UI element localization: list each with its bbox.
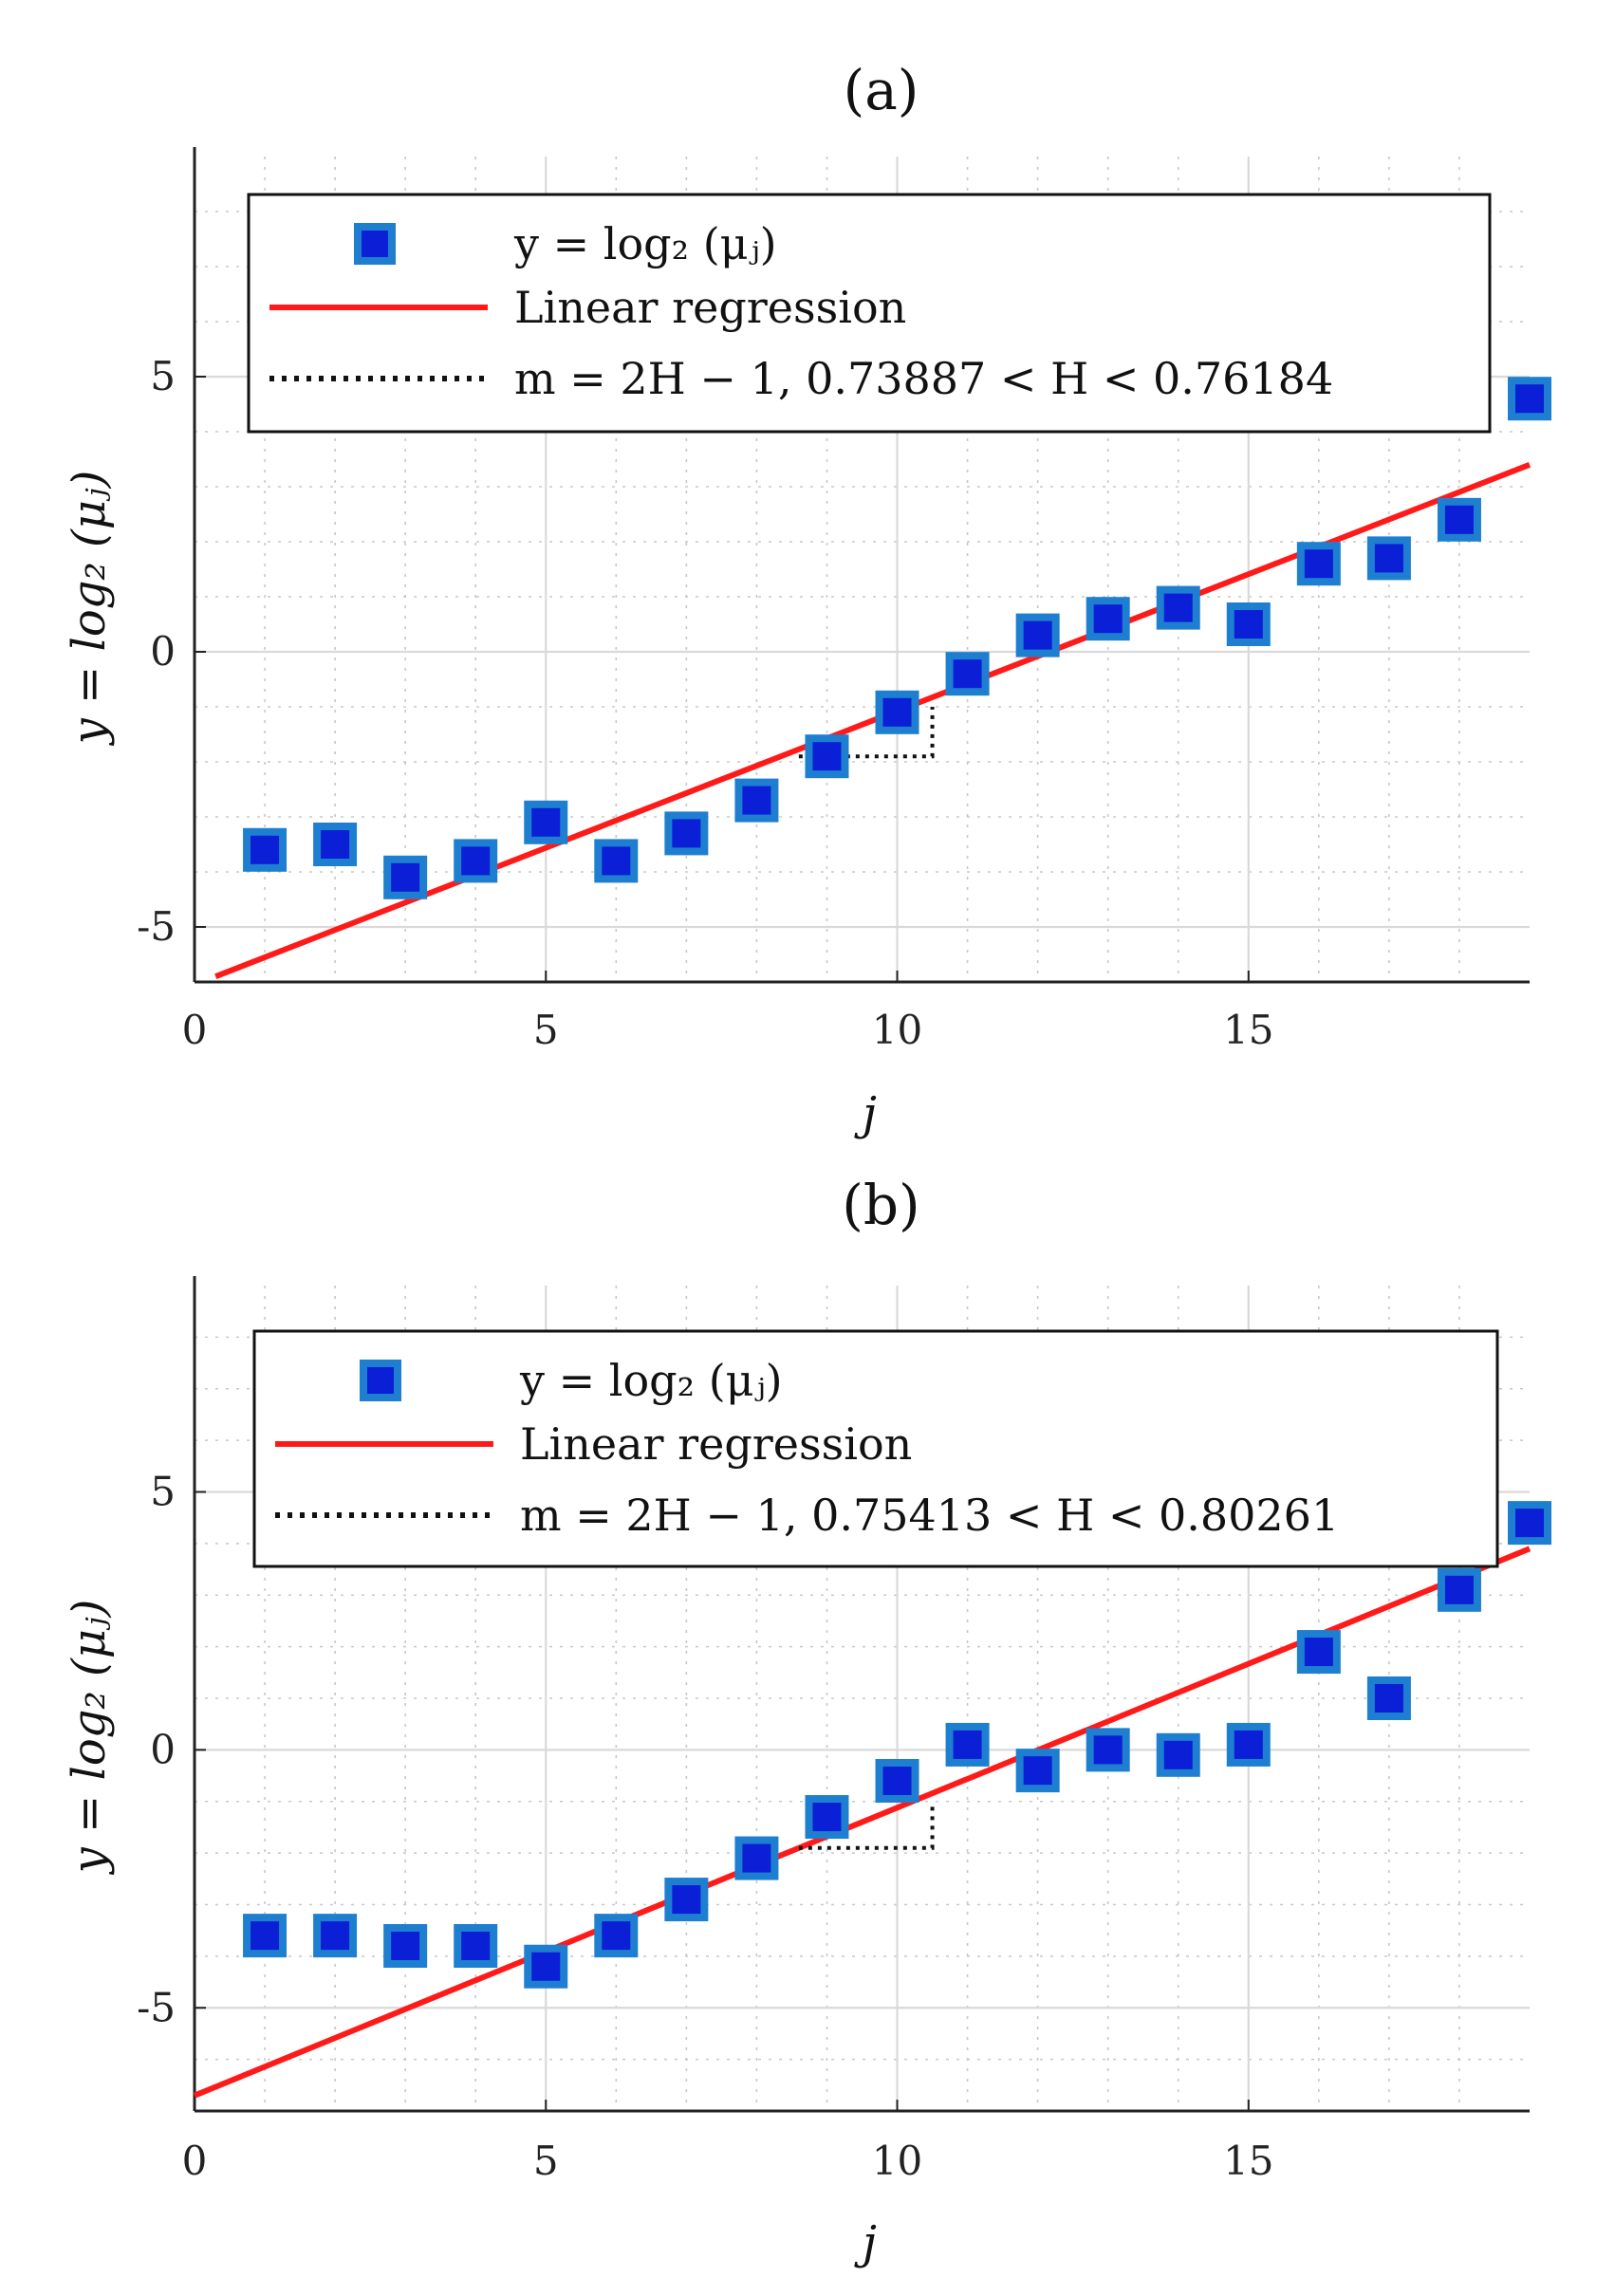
data-point [594,1914,639,1958]
data-point [945,652,990,696]
y-axis-label: y = log₂ (μⱼ) [63,471,116,747]
data-point [805,1795,849,1840]
x-tick-label: 10 [872,1007,922,1053]
data-point [664,811,709,856]
panel-title: (a) [844,58,919,122]
data-markers [243,1501,1551,1989]
x-tick-label: 5 [533,1007,559,1053]
data-point [1156,1732,1200,1777]
data-point [734,778,779,823]
data-point [1437,1567,1481,1612]
y-tick-label: 5 [150,1469,176,1515]
data-point [1366,536,1411,581]
data-point [243,1914,288,1958]
regression-line [214,462,1531,979]
data-point [383,855,428,899]
data-point [945,1722,990,1767]
data-point [454,1924,498,1968]
data-point [875,690,919,734]
x-tick-label: 15 [1223,2138,1273,2184]
data-point [524,800,568,844]
legend-series-label: y = log₂ (μⱼ) [519,1355,783,1406]
legend-marker-icon [360,1360,401,1401]
y-tick-label: 0 [150,628,176,675]
data-point [313,1914,358,1958]
x-tick-label: 10 [872,2138,922,2184]
data-point [594,839,639,883]
y-tick-label: 5 [150,353,176,399]
data-point [313,823,358,866]
data-point [383,1924,428,1968]
legend-regression-label: Linear regression [520,1418,912,1470]
y-tick-label: -5 [137,1984,176,2030]
data-point [243,827,288,872]
y-tick-label: -5 [137,903,176,950]
x-tick-label: 5 [533,2138,559,2184]
data-point [454,839,498,883]
legend-series-label: y = log₂ (μⱼ) [513,218,777,269]
x-tick-label: 15 [1223,1007,1273,1053]
x-tick-label: 0 [182,2138,208,2184]
data-point [1226,1722,1271,1767]
data-point [1508,377,1551,421]
legend-slope-label: m = 2H − 1, 0.73887 < H < 0.76184 [514,353,1333,404]
data-point [664,1878,709,1922]
data-point [1226,602,1271,646]
legend-regression-label: Linear regression [514,282,906,333]
data-point [1086,1728,1130,1772]
data-point [1296,1630,1341,1675]
data-point [1156,585,1200,630]
data-point [1366,1676,1411,1720]
data-markers [243,377,1551,899]
y-tick-label: 0 [150,1726,176,1772]
legend-slope-label: m = 2H − 1, 0.75413 < H < 0.80261 [520,1490,1339,1541]
legend: y = log₂ (μⱼ) Linear regression m = 2H − 1… [247,193,1492,434]
data-point [1437,497,1481,542]
data-point [875,1759,919,1803]
data-point [734,1836,779,1880]
data-point [1015,1749,1060,1793]
data-point [1015,613,1060,657]
slope-triangle [798,707,935,759]
panel-title: (b) [842,1173,919,1237]
x-axis-label: j [854,2216,877,2269]
x-tick-label: 0 [182,1007,208,1053]
data-point [805,734,849,779]
data-point [1508,1501,1551,1546]
legend-box [247,193,1492,434]
y-axis-label: y = log₂ (μⱼ) [63,1600,116,1876]
slope-triangle [798,1801,935,1850]
legend: y = log₂ (μⱼ) Linear regression m = 2H − 1… [252,1329,1499,1568]
legend-box [252,1329,1499,1568]
data-point [1086,597,1130,641]
data-point [524,1944,568,1989]
x-axis-label: j [854,1087,877,1140]
data-point [1296,542,1341,586]
legend-marker-icon [354,223,396,265]
